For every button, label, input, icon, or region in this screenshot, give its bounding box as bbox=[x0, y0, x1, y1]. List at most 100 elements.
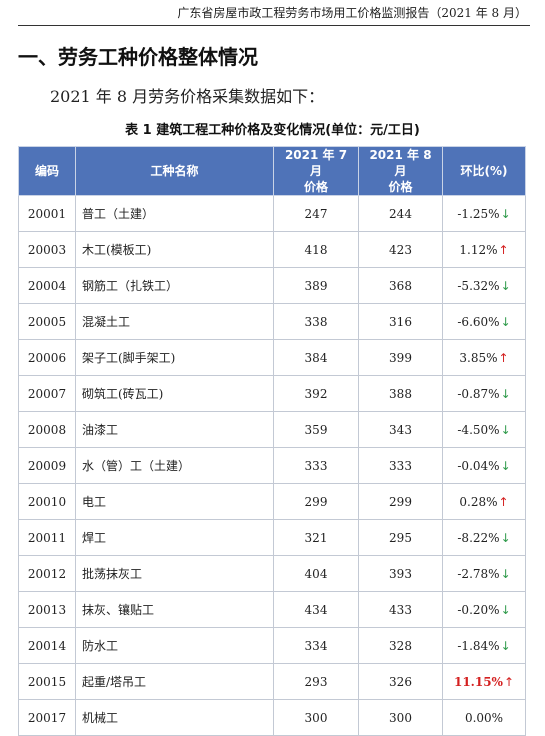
table-row: 20006 架子工(脚手架工) 384 399 3.85%↑ bbox=[18, 339, 526, 376]
code-cell: 20004 bbox=[18, 267, 76, 304]
trade-name-cell: 油漆工 bbox=[75, 411, 274, 448]
code-cell: 20005 bbox=[18, 303, 76, 340]
trade-name-cell: 机械工 bbox=[75, 699, 274, 736]
code-cell: 20015 bbox=[18, 663, 76, 700]
jul-price-cell: 384 bbox=[273, 339, 359, 376]
change-cell: 11.15%↑ bbox=[442, 663, 526, 700]
change-value: -1.84% bbox=[457, 638, 500, 653]
trade-name-cell: 起重/塔吊工 bbox=[75, 663, 274, 700]
table-row: 20010 电工 299 299 0.28%↑ bbox=[18, 483, 526, 520]
trade-name-cell: 抹灰、镶贴工 bbox=[75, 591, 274, 628]
jul-price-cell: 434 bbox=[273, 591, 359, 628]
aug-price-cell: 399 bbox=[358, 339, 443, 376]
code-cell: 20010 bbox=[18, 483, 76, 520]
table-row: 20001 普工（土建） 247 244 -1.25%↓ bbox=[18, 195, 526, 232]
header-aug-line2: 价格 bbox=[388, 180, 413, 194]
aug-price-cell: 299 bbox=[358, 483, 443, 520]
arrow-down-icon: ↓ bbox=[500, 602, 511, 617]
change-value: -0.04% bbox=[457, 458, 500, 473]
trade-name-cell: 焊工 bbox=[75, 519, 274, 556]
arrow-up-icon: ↑ bbox=[498, 350, 509, 365]
change-cell: -0.20%↓ bbox=[442, 591, 526, 628]
aug-price-cell: 326 bbox=[358, 663, 443, 700]
jul-price-cell: 418 bbox=[273, 231, 359, 268]
change-cell: -1.84%↓ bbox=[442, 627, 526, 664]
aug-price-cell: 388 bbox=[358, 375, 443, 412]
arrow-up-icon: ↑ bbox=[503, 674, 515, 689]
table-row: 20003 木工(模板工) 418 423 1.12%↑ bbox=[18, 231, 526, 268]
code-cell: 20014 bbox=[18, 627, 76, 664]
table-row: 20007 砌筑工(砖瓦工) 392 388 -0.87%↓ bbox=[18, 375, 526, 412]
trade-name-cell: 砌筑工(砖瓦工) bbox=[75, 375, 274, 412]
change-value: 3.85% bbox=[459, 350, 498, 365]
header-divider bbox=[18, 25, 530, 26]
table-row: 20004 钢筋工（扎铁工） 389 368 -5.32%↓ bbox=[18, 267, 526, 304]
code-cell: 20009 bbox=[18, 447, 76, 484]
table-row: 20005 混凝土工 338 316 -6.60%↓ bbox=[18, 303, 526, 340]
jul-price-cell: 300 bbox=[273, 699, 359, 736]
aug-price-cell: 333 bbox=[358, 447, 443, 484]
change-cell: -1.25%↓ bbox=[442, 195, 526, 232]
change-value: 0.00% bbox=[464, 710, 504, 725]
trade-name-cell: 混凝土工 bbox=[75, 303, 274, 340]
jul-price-cell: 338 bbox=[273, 303, 359, 340]
aug-price-cell: 423 bbox=[358, 231, 443, 268]
change-cell: -0.87%↓ bbox=[442, 375, 526, 412]
header-aug-line1: 2021 年 8 月 bbox=[369, 148, 432, 178]
code-cell: 20003 bbox=[18, 231, 76, 268]
change-cell: 0.00% bbox=[442, 699, 526, 736]
change-cell: -6.60%↓ bbox=[442, 303, 526, 340]
intro-text: 2021 年 8 月劳务价格采集数据如下： bbox=[50, 87, 325, 106]
change-cell: 3.85%↑ bbox=[442, 339, 526, 376]
trade-name-cell: 架子工(脚手架工) bbox=[75, 339, 274, 376]
table-row: 20009 水（管）工（土建） 333 333 -0.04%↓ bbox=[18, 447, 526, 484]
table-body: 20001 普工（土建） 247 244 -1.25%↓ 20003 木工(模板工) 418 4… bbox=[18, 195, 526, 736]
jul-price-cell: 404 bbox=[273, 555, 359, 592]
code-cell: 20011 bbox=[18, 519, 76, 556]
aug-price-cell: 300 bbox=[358, 699, 443, 736]
table-header-row: 编码 工种名称 2021 年 7 月价格 2021 年 8 月价格 环比(%) bbox=[18, 146, 526, 196]
table-caption: 表 1 建筑工程工种价格及变化情况(单位：元/工日) bbox=[125, 123, 420, 138]
trade-name-cell: 钢筋工（扎铁工） bbox=[75, 267, 274, 304]
jul-price-cell: 333 bbox=[273, 447, 359, 484]
jul-price-cell: 359 bbox=[273, 411, 359, 448]
jul-price-cell: 392 bbox=[273, 375, 359, 412]
arrow-down-icon: ↓ bbox=[500, 530, 511, 545]
arrow-down-icon: ↓ bbox=[500, 566, 511, 581]
change-cell: 1.12%↑ bbox=[442, 231, 526, 268]
trade-name-cell: 木工(模板工) bbox=[75, 231, 274, 268]
header-change: 环比(%) bbox=[442, 146, 526, 196]
code-cell: 20013 bbox=[18, 591, 76, 628]
change-value: -4.50% bbox=[457, 422, 500, 437]
aug-price-cell: 433 bbox=[358, 591, 443, 628]
change-value: 1.12% bbox=[459, 242, 498, 257]
jul-price-cell: 247 bbox=[273, 195, 359, 232]
report-header: 广东省房屋市政工程劳务市场用工价格监测报告（2021 年 8 月） bbox=[177, 6, 527, 20]
arrow-down-icon: ↓ bbox=[500, 206, 511, 221]
arrow-down-icon: ↓ bbox=[500, 422, 511, 437]
change-cell: -5.32%↓ bbox=[442, 267, 526, 304]
change-value: 0.28% bbox=[459, 494, 498, 509]
change-value: -1.25% bbox=[457, 206, 500, 221]
trade-name-cell: 批荡抹灰工 bbox=[75, 555, 274, 592]
code-cell: 20001 bbox=[18, 195, 76, 232]
header-name: 工种名称 bbox=[75, 146, 274, 196]
change-value: -5.32% bbox=[457, 278, 500, 293]
trade-name-cell: 普工（土建） bbox=[75, 195, 274, 232]
change-cell: -0.04%↓ bbox=[442, 447, 526, 484]
aug-price-cell: 368 bbox=[358, 267, 443, 304]
jul-price-cell: 299 bbox=[273, 483, 359, 520]
table-row: 20012 批荡抹灰工 404 393 -2.78%↓ bbox=[18, 555, 526, 592]
change-value: 11.15% bbox=[453, 674, 503, 689]
aug-price-cell: 316 bbox=[358, 303, 443, 340]
table-row: 20008 油漆工 359 343 -4.50%↓ bbox=[18, 411, 526, 448]
change-value: -8.22% bbox=[457, 530, 500, 545]
aug-price-cell: 343 bbox=[358, 411, 443, 448]
table-row: 20014 防水工 334 328 -1.84%↓ bbox=[18, 627, 526, 664]
code-cell: 20008 bbox=[18, 411, 76, 448]
arrow-down-icon: ↓ bbox=[500, 386, 511, 401]
change-value: -6.60% bbox=[457, 314, 500, 329]
header-jul-price: 2021 年 7 月价格 bbox=[273, 146, 359, 196]
aug-price-cell: 328 bbox=[358, 627, 443, 664]
table-row: 20013 抹灰、镶贴工 434 433 -0.20%↓ bbox=[18, 591, 526, 628]
